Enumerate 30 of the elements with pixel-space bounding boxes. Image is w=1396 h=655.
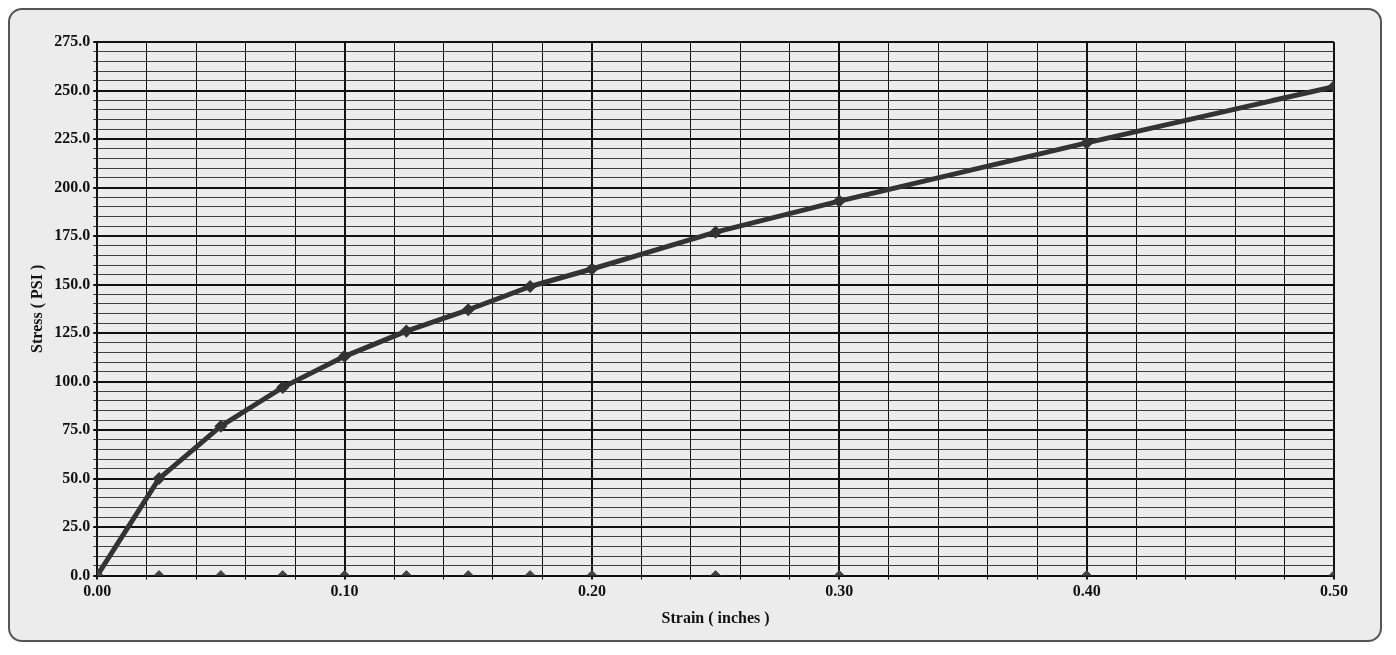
point (1081, 137, 1093, 149)
point (400, 325, 412, 337)
y-tick-label: 0.0 (70, 565, 91, 583)
x-axis-title: Strain ( inches ) (661, 608, 770, 627)
y-tick-label: 100.0 (54, 371, 91, 389)
y-tick-label: 275.0 (54, 32, 91, 50)
point (833, 195, 845, 207)
y-tick-label: 175.0 (54, 226, 91, 244)
point (215, 420, 227, 432)
point (586, 263, 598, 275)
x-tick-label: 0.00 (83, 582, 112, 600)
y-tick-label: 50.0 (62, 468, 91, 486)
y-tick-label: 150.0 (54, 274, 91, 292)
point (710, 226, 722, 238)
y-tick-label: 125.0 (54, 323, 91, 341)
y-tick-label: 250.0 (54, 80, 91, 98)
y-axis-title: Stress ( PSI ) (27, 264, 46, 353)
y-tick-label: 25.0 (62, 517, 91, 535)
x-tick-label: 0.50 (1320, 582, 1348, 600)
point (524, 280, 536, 292)
x-tick-label: 0.30 (825, 582, 854, 600)
x-tick-label: 0.10 (330, 582, 359, 600)
x-tick-label: 0.40 (1072, 582, 1101, 600)
point (339, 350, 351, 362)
y-tick-label: 200.0 (54, 177, 91, 195)
point (462, 304, 474, 316)
y-tick-label: 75.0 (62, 420, 91, 438)
x-tick-label: 0.20 (577, 582, 606, 600)
y-tick-label: 225.0 (54, 129, 91, 147)
point (277, 381, 289, 393)
